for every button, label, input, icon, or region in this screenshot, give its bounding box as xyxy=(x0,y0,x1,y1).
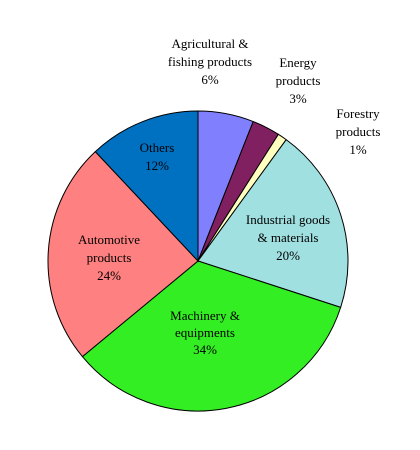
slice-percent-indus: 20% xyxy=(276,248,300,263)
pie-slice-other xyxy=(94,110,199,263)
slice-percent-forest: 1% xyxy=(349,142,367,157)
slice-label-line-auto: products xyxy=(87,250,132,265)
slice-label-line-energy: Energy xyxy=(279,55,317,70)
slice-label-line-indus: & materials xyxy=(257,230,318,245)
slice-percent-energy: 3% xyxy=(289,91,307,106)
pie-slice-mach xyxy=(81,260,342,412)
slice-percent-agri: 6% xyxy=(201,72,219,87)
slice-label-line-agri: Agricultural & xyxy=(172,36,249,51)
slice-label-line-forest: Forestry xyxy=(336,106,380,121)
pie-slices xyxy=(47,110,349,412)
slice-percent-mach: 34% xyxy=(193,342,217,357)
slice-percent-other: 12% xyxy=(145,158,169,173)
slice-label-line-agri: fishing products xyxy=(168,54,252,69)
slice-label-other: Others 12% xyxy=(140,140,175,173)
slice-label-mach: Machinery & equipments 34% xyxy=(170,308,240,357)
slice-label-indus: Industrial goods & materials 20% xyxy=(246,212,330,263)
slice-label-line-other: Others xyxy=(140,140,175,155)
pie-labels: Agricultural & fishing products 6% Energy pr… xyxy=(78,36,380,357)
slice-label-line-energy: products xyxy=(276,73,321,88)
slice-label-line-mach: Machinery & xyxy=(170,308,240,323)
slice-label-auto: Automotive products 24% xyxy=(78,232,140,283)
slice-percent-auto: 24% xyxy=(97,268,121,283)
slice-label-line-forest: products xyxy=(336,124,381,139)
pie-slice-auto xyxy=(47,150,199,358)
slice-label-agri: Agricultural & fishing products 6% xyxy=(168,36,252,87)
slice-label-line-mach: equipments xyxy=(175,325,235,340)
slice-label-energy: Energy products 3% xyxy=(276,55,321,106)
slice-label-line-auto: Automotive xyxy=(78,232,140,247)
slice-label-forest: Forestry products 1% xyxy=(336,106,381,157)
slice-label-line-indus: Industrial goods xyxy=(246,212,330,227)
pie-slice-indus xyxy=(197,138,349,308)
